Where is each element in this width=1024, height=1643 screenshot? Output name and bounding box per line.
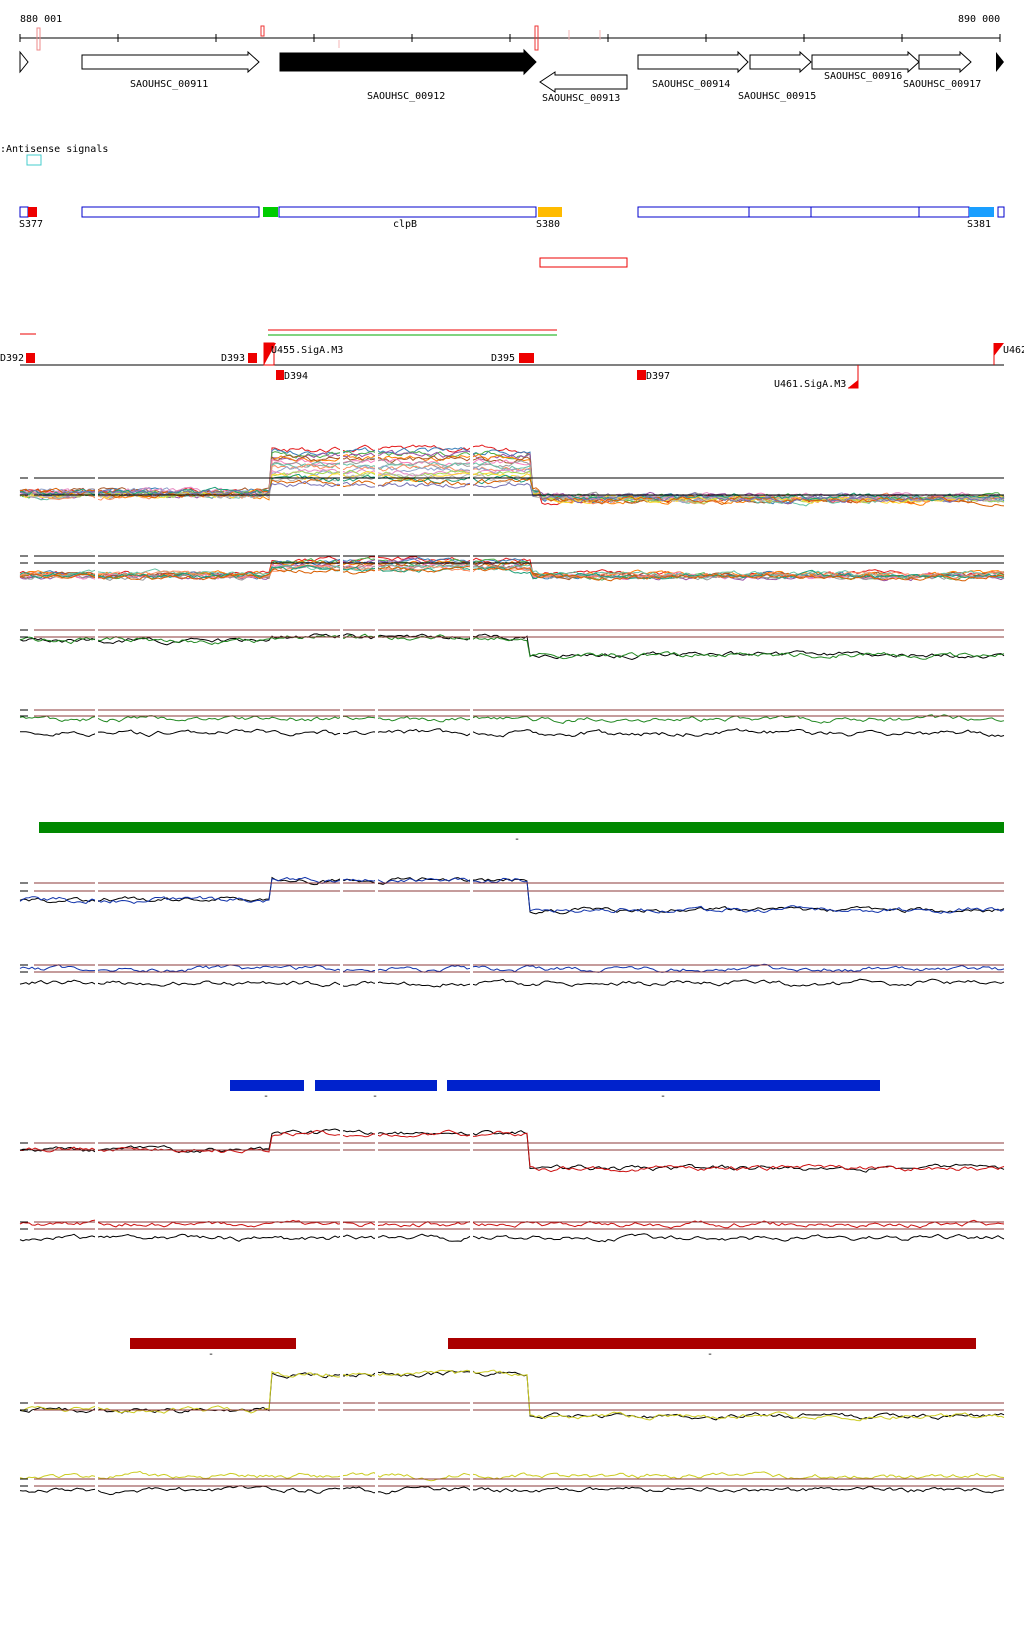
expression-trace (19, 1233, 1005, 1243)
gene-label: SAOUHSC_00911 (130, 79, 208, 90)
ruler-end-label: 890 000 (958, 14, 1000, 25)
segment-label-s377: S377 (19, 219, 43, 230)
gene-SAOUHSC-00915[interactable]: SAOUHSC_00915 (738, 50, 816, 102)
gene-SAOUHSC-00914[interactable]: SAOUHSC_00914 (637, 50, 749, 90)
expression-trace (19, 876, 1005, 915)
segment-label-s381: S381 (967, 219, 991, 230)
expression-trace (19, 477, 1005, 507)
segment-label-s380: S380 (536, 219, 560, 230)
bar-green-label: - (514, 834, 520, 845)
signal-track: D392 D393 U455.SigA.M3 D394 D395 D397 U4… (0, 329, 1024, 390)
gene-SAOUHSC-00913[interactable]: SAOUHSC_00913 (539, 71, 628, 104)
expression-panel-yellow-antisense (19, 1467, 1005, 1512)
expression-trace (19, 1470, 1005, 1482)
antisense-marker (26, 154, 42, 166)
gene-label: SAOUHSC_00912 (367, 91, 445, 102)
expression-trace (19, 564, 1005, 580)
signal-d393: D393 (221, 353, 245, 364)
expression-trace (19, 1129, 1005, 1173)
signal-u462: U462 (1003, 345, 1024, 356)
expression-trace (19, 963, 1005, 973)
gene-SAOUHSC-00912[interactable]: SAOUHSC_00912 (279, 48, 537, 102)
expression-panel-blue-sense (19, 848, 1005, 925)
expression-trace (19, 565, 1005, 582)
coordinate-ruler: 880 001 890 000 (19, 14, 1001, 51)
antisense-label: :Antisense signals (0, 144, 108, 155)
bar-blue-1-label: - (263, 1091, 269, 1102)
bar-red-1-label: - (208, 1349, 214, 1360)
expression-trace (19, 728, 1005, 738)
gene-label: SAOUHSC_00916 (824, 71, 902, 82)
expression-trace (19, 1369, 1005, 1422)
expression-trace (19, 978, 1005, 988)
gene-label: SAOUHSC_00915 (738, 91, 816, 102)
bar-red-2-label: - (707, 1349, 713, 1360)
gene-label: SAOUHSC_00914 (652, 79, 730, 90)
segment-track: S377 clpB S380 S381 (19, 206, 1005, 268)
expression-panel-blue-antisense (19, 953, 1005, 1005)
expression-trace (19, 480, 1005, 505)
bar-green: - (39, 822, 1004, 845)
bars-blue: - - - (230, 1080, 880, 1102)
expression-panel-yellow-sense (19, 1368, 1005, 1435)
expression-panel-red-antisense (19, 1210, 1005, 1260)
ruler-ticks (19, 34, 1001, 42)
antisense-segment (539, 257, 628, 268)
expression-trace (19, 876, 1005, 914)
signal-d392: D392 (0, 353, 24, 364)
expression-panel-red-sense (19, 1108, 1005, 1175)
gene-label: SAOUHSC_00917 (903, 79, 981, 90)
tiling-expression-panel-all-antisense (19, 545, 1005, 595)
signal-u461: U461.SigA.M3 (774, 379, 846, 390)
expression-trace (19, 714, 1005, 724)
signal-d395: D395 (491, 353, 515, 364)
expression-trace (19, 1219, 1005, 1229)
expression-panel-green-antisense (19, 698, 1005, 755)
expression-trace (19, 1485, 1005, 1496)
bar-blue-3-label: - (660, 1091, 666, 1102)
gene-SAOUHSC-00911[interactable]: SAOUHSC_00911 (81, 50, 260, 90)
tiling-expression-panel-all (19, 440, 1005, 520)
gene-track: SAOUHSC_00911 SAOUHSC_00912 SAOUHSC_0091… (19, 48, 1004, 104)
segment-label-clpb: clpB (393, 219, 417, 230)
gene-SAOUHSC-00917[interactable]: SAOUHSC_00917 (903, 50, 981, 90)
signal-d394: D394 (284, 371, 308, 382)
gene-SAOUHSC-00916[interactable]: SAOUHSC_00916 (811, 50, 920, 82)
expression-trace (19, 1370, 1005, 1421)
expression-trace (19, 470, 1005, 505)
bar-blue-2-label: - (372, 1091, 378, 1102)
bars-red: - - (130, 1338, 976, 1360)
expression-trace (19, 473, 1005, 502)
expression-trace (19, 633, 1005, 660)
expression-panel-green-sense (19, 595, 1005, 665)
gene-label: SAOUHSC_00913 (542, 93, 620, 104)
signal-overlap-label: U455.SigA.M3 (271, 345, 343, 356)
ruler-markers (36, 25, 601, 51)
antisense-signals: :Antisense signals (0, 144, 108, 166)
ruler-start-label: 880 001 (20, 14, 62, 25)
expression-trace (19, 1128, 1005, 1173)
signal-d397: D397 (646, 371, 670, 382)
